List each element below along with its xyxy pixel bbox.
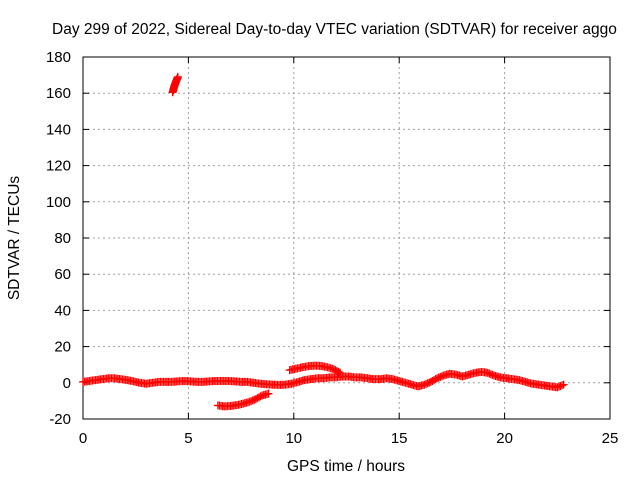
data-point-main-track: [558, 381, 567, 390]
y-tick-label: 180: [46, 49, 71, 66]
y-tick-label: 40: [54, 302, 71, 319]
data-point-lower-arc: [264, 389, 273, 398]
y-tick-label: 0: [63, 375, 71, 392]
x-axis-label: GPS time / hours: [287, 458, 405, 475]
chart-title: Day 299 of 2022, Sidereal Day-to-day VTE…: [52, 21, 617, 38]
data-points: [79, 72, 568, 411]
y-axis-label: SDTVAR / TECUs: [6, 176, 23, 301]
y-tick-label: 100: [46, 194, 71, 211]
data-point-main-track: [559, 380, 568, 389]
grid-lines: [83, 57, 610, 419]
y-tick-label: 160: [46, 85, 71, 102]
data-point-upper-arc: [334, 367, 343, 376]
y-tick-label: -20: [49, 411, 71, 428]
y-tick-label: 140: [46, 121, 71, 138]
x-tick-label: 5: [184, 430, 192, 447]
plot-area-frame: [82, 56, 611, 420]
y-axis-ticks: -20 0 20 40 60 80 100 120 140 160 180: [46, 49, 610, 428]
y-tick-label: 80: [54, 230, 71, 247]
data-point-outlier-spike: [173, 72, 182, 81]
y-tick-label: 120: [46, 158, 71, 175]
x-tick-label: 0: [79, 430, 87, 447]
x-axis-ticks: 0 5 10 15 20 25: [79, 57, 619, 447]
x-tick-label: 15: [391, 430, 408, 447]
y-tick-label: 20: [54, 339, 71, 356]
x-tick-label: 20: [496, 430, 513, 447]
x-tick-label: 10: [285, 430, 302, 447]
y-tick-label: 60: [54, 266, 71, 283]
data-point-upper-arc: [336, 368, 345, 377]
x-tick-label: 25: [602, 430, 619, 447]
